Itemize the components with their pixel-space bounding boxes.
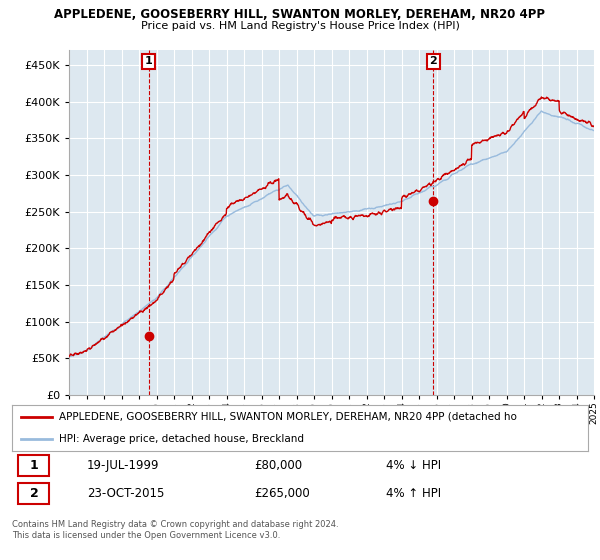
Text: APPLEDENE, GOOSEBERRY HILL, SWANTON MORLEY, DEREHAM, NR20 4PP: APPLEDENE, GOOSEBERRY HILL, SWANTON MORL…: [55, 8, 545, 21]
Text: 1: 1: [29, 459, 38, 472]
Text: HPI: Average price, detached house, Breckland: HPI: Average price, detached house, Brec…: [59, 434, 304, 444]
FancyBboxPatch shape: [18, 483, 49, 504]
Text: 4% ↑ HPI: 4% ↑ HPI: [386, 487, 442, 500]
Text: 19-JUL-1999: 19-JUL-1999: [87, 459, 160, 472]
Text: 23-OCT-2015: 23-OCT-2015: [87, 487, 164, 500]
Text: This data is licensed under the Open Government Licence v3.0.: This data is licensed under the Open Gov…: [12, 531, 280, 540]
Text: 2: 2: [429, 57, 437, 67]
Text: 4% ↓ HPI: 4% ↓ HPI: [386, 459, 442, 472]
FancyBboxPatch shape: [18, 455, 49, 476]
Text: 1: 1: [145, 57, 152, 67]
Text: £80,000: £80,000: [254, 459, 302, 472]
Text: Price paid vs. HM Land Registry's House Price Index (HPI): Price paid vs. HM Land Registry's House …: [140, 21, 460, 31]
Text: £265,000: £265,000: [254, 487, 310, 500]
Text: Contains HM Land Registry data © Crown copyright and database right 2024.: Contains HM Land Registry data © Crown c…: [12, 520, 338, 529]
Text: 2: 2: [29, 487, 38, 500]
Text: APPLEDENE, GOOSEBERRY HILL, SWANTON MORLEY, DEREHAM, NR20 4PP (detached ho: APPLEDENE, GOOSEBERRY HILL, SWANTON MORL…: [59, 412, 517, 422]
